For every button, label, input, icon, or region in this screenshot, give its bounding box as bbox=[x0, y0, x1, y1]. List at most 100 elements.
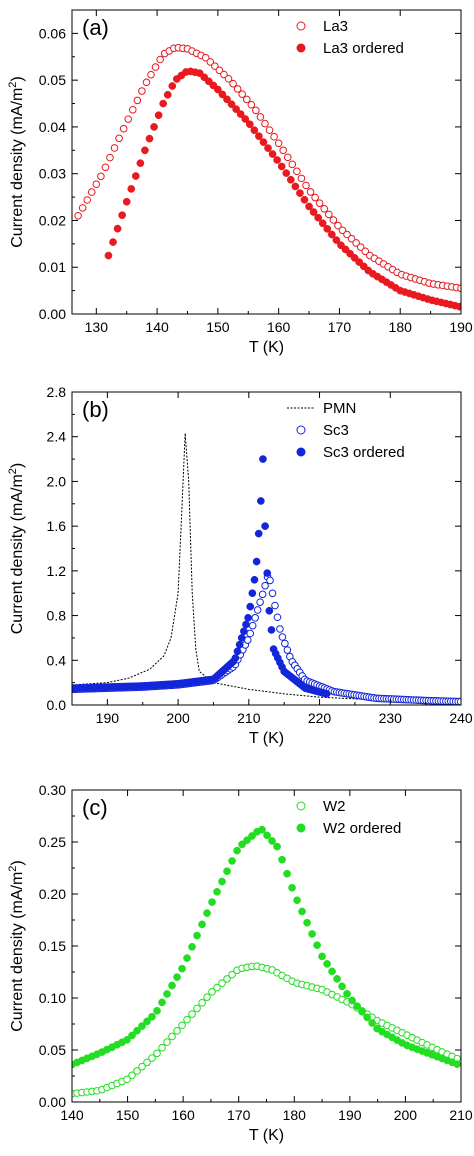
data-point bbox=[242, 620, 250, 629]
data-point bbox=[302, 181, 310, 190]
data-point bbox=[232, 105, 240, 114]
data-point bbox=[168, 1032, 176, 1041]
data-point bbox=[252, 557, 261, 566]
data-point bbox=[223, 95, 231, 104]
data-point bbox=[283, 153, 292, 162]
series-sc3-ordered bbox=[72, 455, 331, 698]
y-tick-label: 2.0 bbox=[47, 473, 67, 489]
data-point bbox=[313, 941, 321, 950]
x-tick-label: 140 bbox=[145, 319, 169, 335]
data-point bbox=[250, 126, 259, 135]
data-point bbox=[127, 185, 136, 193]
data-point bbox=[193, 931, 201, 940]
y-tick-label: 0.06 bbox=[39, 25, 66, 41]
data-point bbox=[173, 973, 181, 981]
data-point bbox=[261, 119, 269, 128]
data-point bbox=[250, 575, 259, 584]
data-point bbox=[83, 196, 91, 204]
data-point bbox=[153, 1049, 161, 1058]
data-point bbox=[270, 132, 278, 141]
legend-label: W2 bbox=[323, 798, 346, 815]
data-point bbox=[92, 180, 101, 189]
data-point bbox=[258, 590, 267, 599]
data-point bbox=[240, 627, 248, 636]
data-point bbox=[358, 1007, 366, 1016]
data-point bbox=[271, 601, 279, 610]
data-point bbox=[347, 234, 356, 243]
legend-swatch bbox=[296, 801, 306, 811]
data-point bbox=[259, 455, 267, 463]
data-point bbox=[288, 883, 296, 892]
legend-label: Sc3 ordered bbox=[323, 444, 405, 461]
data-point bbox=[328, 967, 336, 976]
data-point bbox=[158, 998, 166, 1007]
data-point bbox=[138, 1022, 146, 1030]
data-point bbox=[323, 225, 332, 233]
data-point bbox=[248, 621, 257, 630]
data-point bbox=[154, 111, 163, 120]
data-point bbox=[213, 887, 221, 896]
data-point bbox=[274, 139, 283, 148]
data-point bbox=[122, 197, 131, 206]
series-la3-ordered bbox=[104, 67, 461, 311]
data-point bbox=[124, 115, 133, 123]
data-point bbox=[178, 1021, 186, 1030]
y-tick-label: 0.10 bbox=[39, 990, 66, 1006]
data-point bbox=[288, 160, 297, 169]
legend-label: La3 ordered bbox=[323, 40, 404, 57]
data-point bbox=[293, 896, 301, 905]
data-point bbox=[128, 1031, 136, 1040]
data-point bbox=[278, 633, 287, 641]
data-point bbox=[320, 204, 329, 213]
data-point bbox=[343, 230, 351, 239]
data-point bbox=[220, 70, 228, 79]
data-point bbox=[247, 100, 256, 109]
x-tick-label: 190 bbox=[338, 1107, 362, 1123]
legend: W2 W2 ordered bbox=[296, 798, 401, 837]
x-tick-label: 230 bbox=[379, 710, 403, 726]
data-point bbox=[215, 66, 224, 75]
data-point bbox=[224, 74, 233, 83]
data-point bbox=[248, 832, 256, 840]
plot-frame bbox=[71, 391, 462, 706]
legend-swatch bbox=[296, 425, 306, 435]
data-point bbox=[109, 238, 117, 246]
data-point bbox=[256, 598, 264, 606]
data-point bbox=[104, 251, 113, 260]
data-point bbox=[118, 211, 126, 220]
legend-label: PMN bbox=[323, 400, 356, 417]
y-axis-title: Current density (mA/m2) bbox=[7, 76, 26, 248]
data-point bbox=[227, 100, 236, 109]
data-point bbox=[141, 146, 149, 155]
data-point bbox=[286, 175, 295, 184]
data-point bbox=[223, 975, 231, 983]
data-point bbox=[173, 1027, 181, 1035]
series-line bbox=[72, 433, 461, 703]
y-tick-label: 1.2 bbox=[47, 563, 67, 579]
data-point bbox=[282, 169, 291, 177]
data-point bbox=[123, 1036, 131, 1044]
data-point bbox=[159, 99, 168, 108]
data-point bbox=[363, 1013, 371, 1022]
data-point bbox=[128, 105, 137, 114]
y-axis-title: Current density (mA/m2) bbox=[7, 463, 26, 635]
data-point bbox=[453, 1060, 461, 1068]
data-point bbox=[242, 95, 251, 104]
data-point bbox=[151, 63, 160, 71]
data-point bbox=[168, 981, 176, 990]
data-point bbox=[193, 1004, 201, 1013]
data-point bbox=[261, 581, 269, 590]
panel-label: (b) bbox=[82, 397, 109, 422]
x-tick-label: 220 bbox=[308, 710, 332, 726]
data-point bbox=[147, 70, 155, 79]
series-w2 bbox=[72, 962, 461, 1098]
x-tick-label: 160 bbox=[171, 1107, 195, 1123]
data-point bbox=[188, 942, 196, 951]
legend-label: La3 bbox=[323, 18, 348, 35]
data-point bbox=[305, 202, 313, 211]
data-point bbox=[143, 1058, 151, 1067]
data-point bbox=[323, 960, 331, 968]
data-point bbox=[253, 606, 262, 614]
data-point bbox=[352, 239, 360, 247]
data-point bbox=[133, 96, 142, 105]
